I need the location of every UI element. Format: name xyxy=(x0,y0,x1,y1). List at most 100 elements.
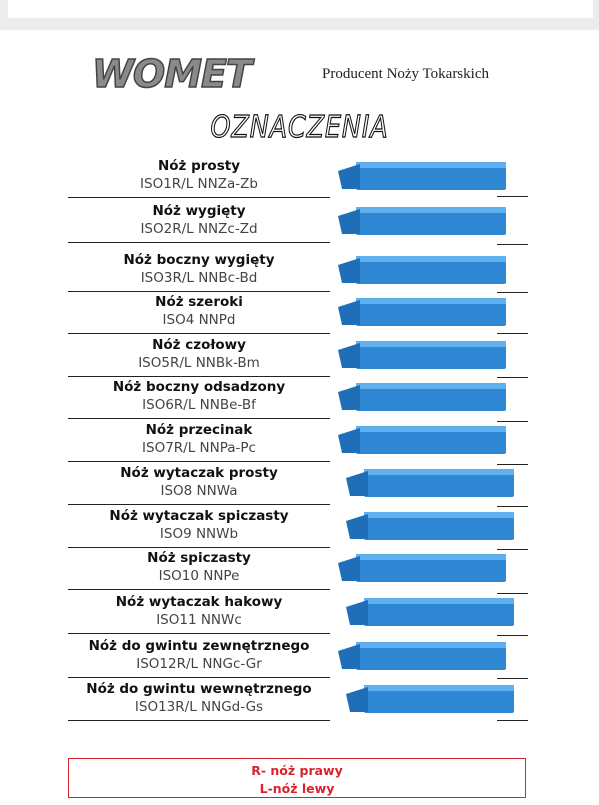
tool-shape xyxy=(338,644,360,669)
tool-shape xyxy=(346,471,368,496)
separator-right xyxy=(497,421,528,422)
tool-name: Nóż przecinak xyxy=(145,422,253,438)
tool-shape xyxy=(338,209,360,234)
tool-shape xyxy=(356,256,506,262)
separator-right xyxy=(497,678,528,679)
tool-name: Nóż czołowy xyxy=(152,337,246,353)
separator xyxy=(68,720,330,721)
tool-code: ISO7R/L NNPa-Pc xyxy=(142,440,256,456)
tool-code: ISO12R/L NNGc-Gr xyxy=(136,656,262,672)
separator xyxy=(68,376,330,377)
tool-code: ISO11 NNWc xyxy=(156,612,242,628)
separator xyxy=(68,589,330,590)
separator xyxy=(68,418,330,419)
tool-shape xyxy=(356,207,506,213)
document-page: WOMET Producent Noży Tokarskich OZNACZEN… xyxy=(0,30,599,805)
tool-name: Nóż do gwintu zewnętrznego xyxy=(88,638,310,654)
separator-right xyxy=(497,549,528,550)
separator xyxy=(68,291,330,292)
tool-code: ISO2R/L NNZc-Zd xyxy=(140,221,258,237)
separator xyxy=(68,633,330,634)
tool-code: ISO5R/L NNBk-Bm xyxy=(138,355,260,371)
tool-name: Nóż wytaczak prosty xyxy=(120,465,278,481)
separator-right xyxy=(497,593,528,594)
tool-shape xyxy=(364,469,514,475)
tool-shape xyxy=(338,556,360,581)
tool-shape xyxy=(364,685,514,713)
tool-shape xyxy=(356,256,506,284)
tool-shape xyxy=(356,383,506,389)
tool-shape xyxy=(364,512,514,518)
separator xyxy=(68,242,330,243)
tool-shape xyxy=(356,642,506,670)
separator xyxy=(68,504,330,505)
tool-code: ISO9 NNWb xyxy=(159,526,239,542)
tool-code: ISO3R/L NNBc-Bd xyxy=(140,270,258,286)
tagline: Producent Noży Tokarskich xyxy=(322,66,489,82)
tool-name: Nóż wytaczak spiczasty xyxy=(109,508,289,524)
separator xyxy=(68,461,330,462)
separator-right xyxy=(497,333,528,334)
tool-code: ISO1R/L NNZa-Zb xyxy=(140,176,258,192)
tool-shape xyxy=(364,598,514,626)
tool-shape xyxy=(356,426,506,432)
legend-box: R- nóż prawy L-nóż lewy xyxy=(68,758,526,798)
tool-name: Nóż boczny odsadzony xyxy=(112,379,286,395)
tool-shape xyxy=(356,554,506,582)
tool-shape xyxy=(356,341,506,369)
separator xyxy=(68,333,330,334)
tool-shape xyxy=(346,687,368,712)
separator xyxy=(68,547,330,548)
tool-name: Nóż prosty xyxy=(157,158,240,174)
tool-code: ISO10 NNPe xyxy=(158,568,240,584)
tool-shape xyxy=(356,298,506,326)
separator-right xyxy=(497,720,528,721)
tool-code: ISO8 NNWa xyxy=(160,483,238,499)
separator xyxy=(68,197,330,198)
separator-right xyxy=(497,196,528,197)
tool-shape xyxy=(338,300,360,325)
legend-right: R- nóż prawy xyxy=(251,763,343,778)
separator-right xyxy=(497,244,528,245)
tool-shape xyxy=(356,383,506,411)
tool-name: Nóż wygięty xyxy=(152,203,246,219)
tool-shape xyxy=(364,469,514,497)
tool-name: Nóż boczny wygięty xyxy=(123,252,275,268)
tool-shape xyxy=(338,385,360,410)
tool-name: Nóż wytaczak hakowy xyxy=(115,594,283,610)
separator-right xyxy=(497,635,528,636)
tool-shape xyxy=(338,164,360,189)
tool-shape xyxy=(364,598,514,604)
legend-left: L-nóż lewy xyxy=(259,781,335,796)
tool-name: Nóż do gwintu wewnętrznego xyxy=(86,681,312,697)
tool-name: Nóż szeroki xyxy=(155,294,243,310)
tool-shape xyxy=(364,512,514,540)
tool-shape xyxy=(356,341,506,347)
tool-shape xyxy=(356,207,506,235)
tool-name: Nóż spiczasty xyxy=(147,550,251,566)
separator-right xyxy=(497,464,528,465)
tool-shape xyxy=(356,426,506,454)
separator xyxy=(68,677,330,678)
tool-shape xyxy=(356,554,506,560)
tool-shape xyxy=(346,600,368,625)
previous-page xyxy=(8,0,593,18)
tool-shape xyxy=(364,685,514,691)
tool-shape xyxy=(338,343,360,368)
separator-right xyxy=(497,292,528,293)
separator-right xyxy=(497,506,528,507)
title: OZNACZENIA xyxy=(210,109,389,145)
logo: WOMET xyxy=(91,51,252,97)
tool-shape xyxy=(338,428,360,453)
tool-code: ISO13R/L NNGd-Gs xyxy=(134,699,264,715)
tool-code: ISO6R/L NNBe-Bf xyxy=(142,397,256,413)
tool-shape xyxy=(356,298,506,304)
tool-shape xyxy=(338,258,360,283)
tool-shape xyxy=(346,514,368,539)
tool-shape xyxy=(356,162,506,190)
tool-images xyxy=(338,162,514,713)
tool-code: ISO4 NNPd xyxy=(162,312,236,328)
tool-shape xyxy=(356,162,506,168)
separator-right xyxy=(497,377,528,378)
